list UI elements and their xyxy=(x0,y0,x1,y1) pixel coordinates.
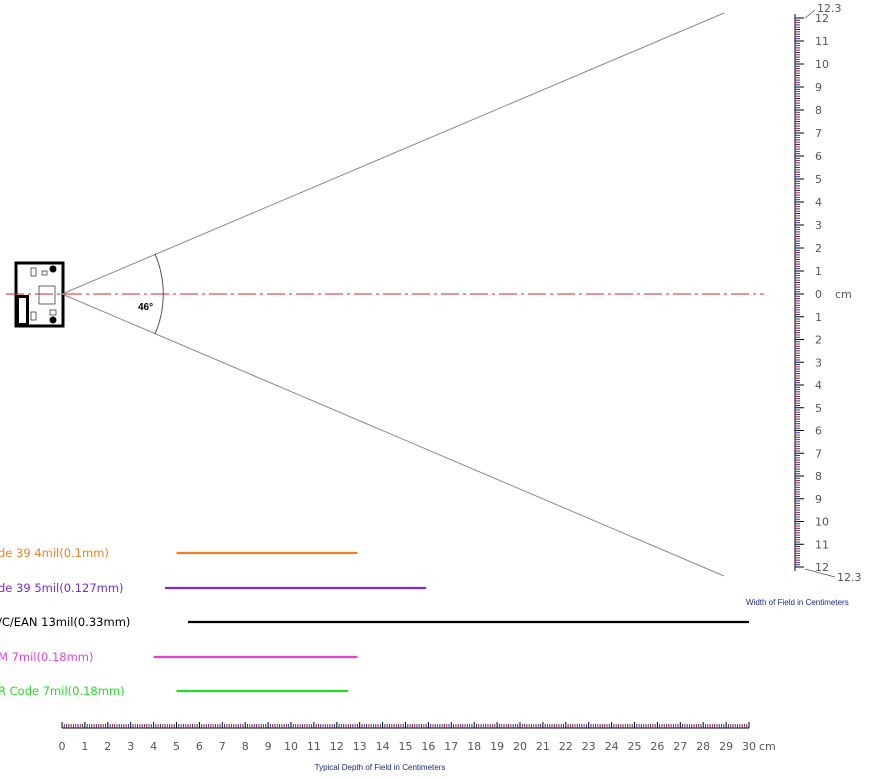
depth-axis-tick-label: 23 xyxy=(582,740,596,753)
depth-axis-tick-label: 16 xyxy=(421,740,435,753)
width-axis-limit-bottom: 12.3 xyxy=(837,571,862,584)
depth-axis-tick-label: 10 xyxy=(284,740,298,753)
depth-axis-tick-label: 17 xyxy=(444,740,458,753)
width-axis-tick-label: 2 xyxy=(815,334,822,347)
series-label: /C/EAN 13mil(0.33mm) xyxy=(0,615,130,629)
width-axis-tick-label: 9 xyxy=(815,493,822,506)
depth-axis-tick-label: 21 xyxy=(536,740,550,753)
depth-axis-tick-label: 29 xyxy=(719,740,733,753)
depth-axis-tick-label: 5 xyxy=(173,740,180,753)
depth-axis-tick-label: 27 xyxy=(673,740,687,753)
width-axis-tick-label: 12 xyxy=(815,561,829,574)
width-axis-tick-label: 8 xyxy=(815,104,822,117)
angle-label: 46° xyxy=(138,302,153,313)
depth-axis-tick-label: 28 xyxy=(696,740,710,753)
width-axis-tick-label: 1 xyxy=(815,311,822,324)
width-axis-tick-label: 10 xyxy=(815,516,829,529)
depth-axis-tick-label: 9 xyxy=(265,740,272,753)
depth-axis-tick-label: 25 xyxy=(628,740,642,753)
depth-axis-tick-label: 1 xyxy=(81,740,88,753)
depth-axis-tick-label: 20 xyxy=(513,740,527,753)
width-axis-tick-label: 10 xyxy=(815,58,829,71)
width-axis-tick-label: 12 xyxy=(815,12,829,25)
field-lower-boundary xyxy=(61,293,725,577)
depth-axis-tick-label: 14 xyxy=(376,740,390,753)
series-group: de 39 4mil(0.1mm) de 39 5mil(0.127mm) /C/E… xyxy=(0,546,749,698)
depth-axis-tick-label: 4 xyxy=(150,740,157,753)
depth-axis-tick-label: 12 xyxy=(330,740,344,753)
width-axis-tick-label: 7 xyxy=(815,447,822,460)
width-axis-tick-label: 6 xyxy=(815,150,822,163)
width-axis-tick-label: 11 xyxy=(815,35,829,48)
depth-axis-tick-label: 0 xyxy=(59,740,66,753)
width-axis-tick-label: 0 xyxy=(815,288,822,301)
depth-axis-tick-label: 7 xyxy=(219,740,226,753)
depth-axis-tick-label: 26 xyxy=(650,740,664,753)
depth-axis-tick-label: 2 xyxy=(104,740,111,753)
width-axis-tick-label: 9 xyxy=(815,81,822,94)
depth-axis: 0 1 2 3 4 5 6 7 8 9 10 11 12 13 14 15 16 17 18 19 20 21 22 23 24… xyxy=(59,722,776,753)
depth-axis-title: Typical Depth of Field in Centimeters xyxy=(315,763,446,772)
depth-axis-tick-label: 6 xyxy=(196,740,203,753)
depth-axis-tick-label: 18 xyxy=(467,740,481,753)
angle-arc xyxy=(154,253,164,335)
width-axis-tick-label: 2 xyxy=(815,242,822,255)
width-axis-tick-label: 8 xyxy=(815,470,822,483)
width-axis-tick-label: 11 xyxy=(815,538,829,551)
width-axis-tick-label: 1 xyxy=(815,265,822,278)
depth-axis-tick-label: 22 xyxy=(559,740,573,753)
width-axis-title: Width of Field in Centimeters xyxy=(746,598,849,607)
depth-axis-tick-label: 3 xyxy=(127,740,134,753)
depth-axis-unit: cm xyxy=(759,740,776,753)
width-axis-tick-label: 6 xyxy=(815,425,822,438)
width-axis-tick-label: 5 xyxy=(815,173,822,186)
depth-axis-tick-label: 19 xyxy=(490,740,504,753)
depth-axis-tick-label: 24 xyxy=(605,740,619,753)
scanner-device-icon xyxy=(14,261,65,328)
width-axis-tick-label: 3 xyxy=(815,356,822,369)
width-axis-limit-leader-bottom xyxy=(804,568,836,578)
field-upper-boundary xyxy=(61,12,725,295)
series-label: de 39 4mil(0.1mm) xyxy=(0,546,109,560)
depth-axis-tick-label: 15 xyxy=(399,740,413,753)
width-axis-tick-label: 4 xyxy=(815,379,822,392)
width-axis-limit-leader-top xyxy=(804,9,816,19)
depth-axis-tick-label: 30 xyxy=(742,740,756,753)
series-label: R Code 7mil(0.18mm) xyxy=(0,684,125,698)
depth-axis-tick-label: 8 xyxy=(242,740,249,753)
depth-axis-tick-label: 13 xyxy=(353,740,367,753)
width-axis-tick-label: 3 xyxy=(815,219,822,232)
width-axis-limit-top: 12.3 xyxy=(817,2,842,15)
width-axis-tick-label: 5 xyxy=(815,402,822,415)
width-axis-unit: cm xyxy=(835,288,852,301)
width-axis-tick-label: 4 xyxy=(815,196,822,209)
width-axis-tick-label: 7 xyxy=(815,127,822,140)
depth-axis-tick-label: 11 xyxy=(307,740,321,753)
series-label: M 7mil(0.18mm) xyxy=(0,650,93,664)
series-label: de 39 5mil(0.127mm) xyxy=(0,581,124,595)
